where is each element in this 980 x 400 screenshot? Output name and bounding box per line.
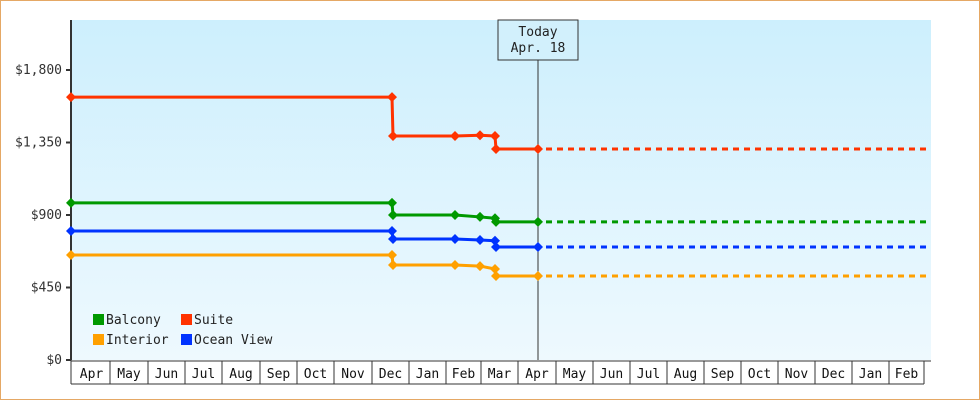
data-point	[491, 143, 501, 154]
month-label: May	[563, 367, 587, 382]
month-label: Nov	[341, 367, 365, 382]
legend-swatch	[181, 334, 192, 345]
month-label: Jul	[637, 367, 660, 382]
data-point	[475, 234, 485, 245]
today-label: Today	[518, 25, 557, 40]
data-point	[66, 92, 76, 103]
legend-swatch	[181, 314, 192, 325]
legend: Balcony Suite Interior Ocean View	[93, 313, 272, 348]
data-point	[475, 261, 485, 272]
x-axis: Apr May Jun Jul Aug Sep Oct Nov Dec Jan Feb Mar Apr M…	[70, 360, 931, 385]
data-point	[491, 216, 501, 227]
month-label: Jun	[155, 367, 178, 382]
month-label: May	[117, 367, 141, 382]
month-label: Feb	[452, 367, 476, 382]
legend-label: Balcony	[106, 313, 161, 328]
legend-item-balcony: Balcony	[93, 313, 161, 328]
legend-label: Ocean View	[194, 333, 272, 348]
month-label: Jan	[859, 367, 882, 382]
data-point	[533, 216, 543, 227]
data-point	[450, 210, 460, 220]
data-point	[388, 210, 398, 220]
month-label: Dec	[379, 367, 402, 382]
data-point	[388, 259, 398, 270]
month-label: Sep	[711, 367, 735, 382]
data-point	[490, 131, 500, 142]
legend-label: Interior	[106, 333, 169, 348]
month-label: Apr	[80, 367, 104, 382]
legend-item-ocean-view: Ocean View	[181, 333, 272, 348]
data-point	[66, 249, 76, 260]
month-label: Jan	[416, 367, 439, 382]
y-tick-label: $1,350	[15, 136, 62, 151]
data-point	[387, 225, 397, 236]
data-point	[387, 92, 397, 103]
y-axis: $0 $450 $900 $1,350 $1,800	[15, 20, 72, 368]
today-date: Apr. 18	[511, 41, 566, 56]
plot-area	[71, 20, 931, 360]
series-balcony	[66, 197, 931, 227]
month-label: Jun	[600, 367, 623, 382]
legend-label: Suite	[194, 313, 233, 328]
data-point	[475, 211, 485, 222]
data-point	[450, 259, 460, 270]
y-tick-label: $450	[31, 281, 62, 296]
series-ocean-view	[66, 225, 931, 253]
data-point	[490, 235, 500, 246]
y-tick-label: $0	[46, 353, 62, 368]
series-suite	[66, 92, 931, 154]
month-label: Jul	[192, 367, 215, 382]
data-point	[450, 234, 460, 245]
data-point	[475, 130, 485, 141]
data-point	[533, 271, 543, 282]
month-label: Oct	[748, 367, 771, 382]
month-label: Feb	[895, 367, 919, 382]
data-point	[533, 143, 543, 154]
legend-swatch	[93, 334, 104, 345]
data-point	[66, 197, 76, 208]
month-label: Apr	[525, 367, 549, 382]
data-point	[66, 225, 76, 236]
legend-item-interior: Interior	[93, 333, 169, 348]
legend-swatch	[93, 314, 104, 325]
month-label: Aug	[674, 367, 697, 382]
data-point	[490, 263, 500, 274]
month-label: Sep	[267, 367, 291, 382]
y-tick-label: $900	[31, 208, 62, 223]
data-point	[387, 249, 397, 260]
data-point	[388, 131, 398, 142]
month-label: Aug	[229, 367, 252, 382]
data-point	[491, 271, 501, 282]
today-box	[497, 19, 579, 61]
data-point	[388, 234, 398, 245]
month-label: Oct	[304, 367, 327, 382]
data-point	[491, 242, 501, 253]
data-point	[387, 197, 397, 208]
data-point	[450, 131, 460, 142]
month-label: Dec	[822, 367, 845, 382]
month-label: Mar	[488, 367, 512, 382]
y-tick-label: $1,800	[15, 63, 62, 78]
series-lines	[66, 92, 931, 282]
legend-item-suite: Suite	[181, 313, 233, 328]
series-interior	[66, 249, 931, 282]
data-point	[533, 242, 543, 253]
month-label: Nov	[785, 367, 809, 382]
